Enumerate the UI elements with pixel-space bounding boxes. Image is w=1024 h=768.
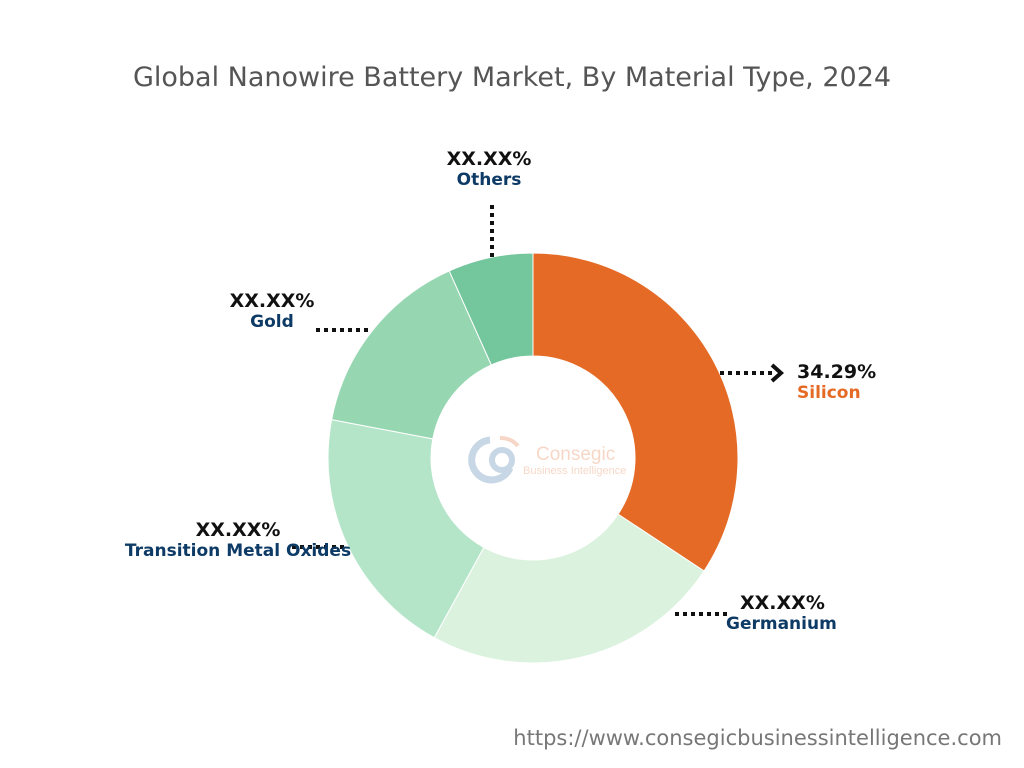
label-gold: XX.XX% Gold — [222, 290, 322, 332]
name-germanium: Germanium — [726, 614, 837, 634]
pct-gold: XX.XX% — [229, 290, 315, 312]
slice-others — [448, 252, 534, 366]
label-germanium: XX.XX% Germanium — [726, 592, 837, 634]
name-gold: Gold — [250, 312, 294, 332]
label-others: XX.XX% Others — [439, 148, 539, 190]
name-transition: Transition Metal Oxides — [124, 541, 352, 561]
name-others: Others — [456, 170, 522, 190]
label-silicon: 34.29% Silicon — [797, 361, 876, 403]
slice-transition-metal-oxides — [327, 419, 485, 639]
name-silicon: Silicon — [797, 383, 861, 403]
chart-title: Global Nanowire Battery Market, By Mater… — [132, 62, 892, 93]
watermark-name: Consegic — [536, 444, 615, 465]
pct-others: XX.XX% — [446, 148, 532, 170]
pct-transition: XX.XX% — [195, 519, 281, 541]
slice-gold — [331, 270, 492, 440]
watermark-sub: Business Intelligence — [523, 465, 626, 477]
footer-url: https://www.consegicbusinessintelligence… — [513, 726, 1002, 750]
label-transition: XX.XX% Transition Metal Oxides — [118, 519, 358, 561]
pct-germanium: XX.XX% — [740, 592, 825, 614]
pct-silicon: 34.29% — [797, 361, 877, 383]
watermark-logo: Consegic Business Intelligence — [468, 436, 626, 484]
arrow-icon — [770, 363, 785, 383]
slice-germanium — [433, 513, 705, 664]
slice-silicon — [532, 252, 739, 572]
